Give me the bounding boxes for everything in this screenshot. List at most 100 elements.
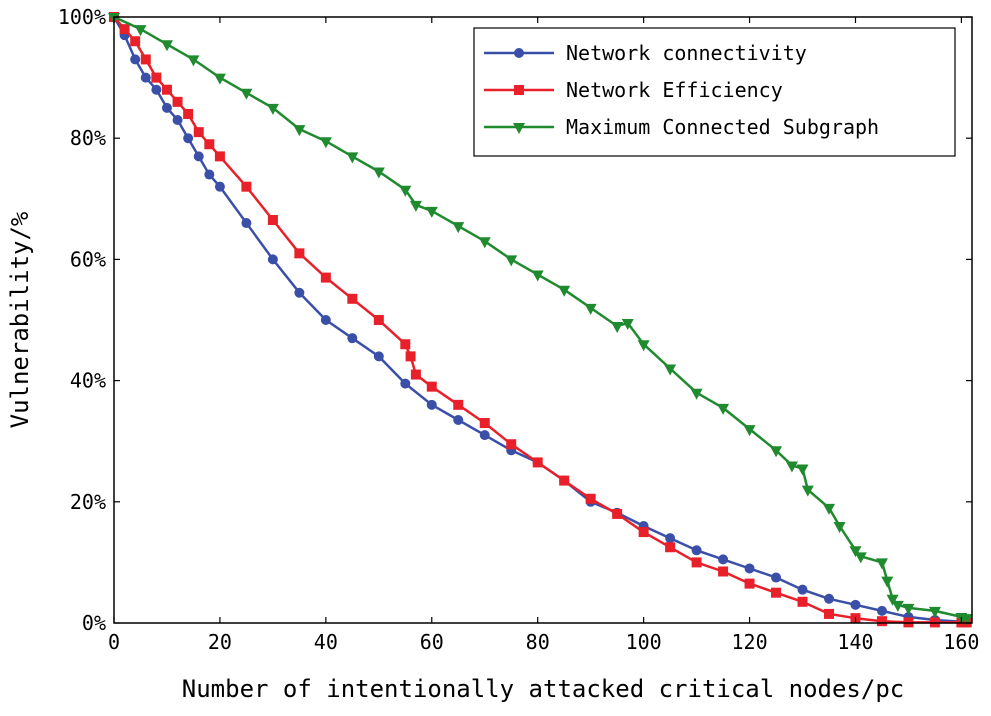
data-point	[130, 54, 141, 65]
data-point	[559, 475, 570, 486]
data-point	[410, 369, 421, 380]
data-point	[213, 73, 226, 85]
data-point	[505, 255, 518, 267]
data-point	[691, 545, 702, 556]
y-tick-label: 0%	[82, 611, 106, 635]
x-tick-label: 80	[526, 630, 550, 654]
data-point	[664, 364, 677, 376]
data-point	[611, 322, 624, 334]
data-point	[319, 137, 332, 149]
data-point	[373, 351, 384, 362]
data-point	[479, 430, 490, 441]
data-point	[425, 206, 438, 218]
data-point	[193, 127, 204, 138]
data-point	[928, 606, 941, 618]
data-point	[621, 319, 634, 331]
data-point	[372, 167, 385, 179]
data-point	[849, 546, 862, 558]
data-point	[267, 215, 278, 226]
data-point	[785, 461, 798, 473]
data-point	[875, 558, 888, 570]
data-point	[204, 139, 215, 150]
data-point	[130, 36, 141, 47]
legend-box	[473, 27, 956, 157]
data-point	[886, 594, 899, 606]
data-point	[204, 169, 215, 180]
axis-ticks-layer: 0 20 40 60 80 100 120 140 160 0% 20% 40% 60% 80% 100%	[58, 5, 980, 654]
data-point	[638, 527, 649, 538]
data-point	[183, 133, 194, 144]
y-tick-label: 20%	[70, 490, 106, 514]
data-point	[214, 151, 225, 162]
data-point	[612, 508, 623, 519]
data-point	[876, 616, 887, 627]
data-point	[140, 54, 151, 65]
data-point	[187, 55, 200, 67]
legend-item: Maximum Connected Subgraph	[484, 115, 879, 139]
data-point	[796, 464, 809, 476]
x-tick-label: 100	[626, 630, 662, 654]
plot-series-layer	[108, 12, 973, 628]
data-point	[405, 351, 416, 362]
data-point	[119, 24, 130, 35]
x-tick-label: 120	[731, 630, 767, 654]
data-point	[478, 237, 491, 249]
y-tick-label: 60%	[70, 247, 106, 271]
data-point	[399, 185, 412, 197]
data-point	[833, 522, 846, 534]
y-tick-label: 40%	[70, 369, 106, 393]
data-point	[320, 272, 331, 283]
data-point	[532, 457, 543, 468]
data-point	[797, 596, 808, 607]
series-2	[108, 13, 973, 626]
data-point	[453, 414, 464, 425]
data-point	[891, 600, 904, 612]
data-point	[400, 339, 411, 350]
data-point	[346, 152, 359, 164]
legend-items: Network connectivity Network Efficiency Ma…	[484, 41, 879, 139]
data-point	[426, 381, 437, 392]
data-point	[267, 254, 278, 265]
data-point	[183, 108, 194, 119]
data-point	[241, 181, 252, 192]
data-point	[743, 425, 756, 437]
data-point	[717, 403, 730, 415]
data-point	[453, 399, 464, 410]
data-point	[584, 303, 597, 315]
data-point	[479, 418, 490, 429]
data-point	[409, 200, 422, 212]
y-tick-label: 100%	[58, 5, 106, 29]
x-tick-label: 60	[420, 630, 444, 654]
data-point	[665, 542, 676, 553]
data-point	[241, 218, 252, 229]
data-point	[373, 315, 384, 325]
data-point	[801, 485, 814, 497]
data-point	[823, 503, 835, 515]
legend-label: Network connectivity	[566, 41, 807, 65]
data-point	[691, 557, 702, 568]
data-point	[718, 554, 729, 565]
data-point	[824, 608, 834, 619]
legend-item: Network connectivity	[484, 41, 807, 65]
data-point	[426, 399, 437, 410]
data-point	[558, 285, 571, 297]
legend-item: Network Efficiency	[484, 78, 783, 102]
data-point	[161, 84, 172, 95]
data-point	[665, 533, 676, 544]
data-point	[193, 151, 204, 162]
data-point	[266, 103, 279, 115]
data-point	[854, 552, 867, 564]
data-point	[506, 439, 517, 450]
data-point	[744, 563, 755, 574]
x-tick-label: 0	[108, 630, 120, 654]
data-point	[531, 270, 544, 282]
data-point	[902, 603, 915, 615]
data-point	[347, 333, 358, 344]
data-point	[240, 88, 253, 100]
data-point	[881, 576, 894, 588]
data-point	[294, 248, 305, 259]
data-point	[718, 566, 729, 577]
data-point	[960, 614, 973, 626]
